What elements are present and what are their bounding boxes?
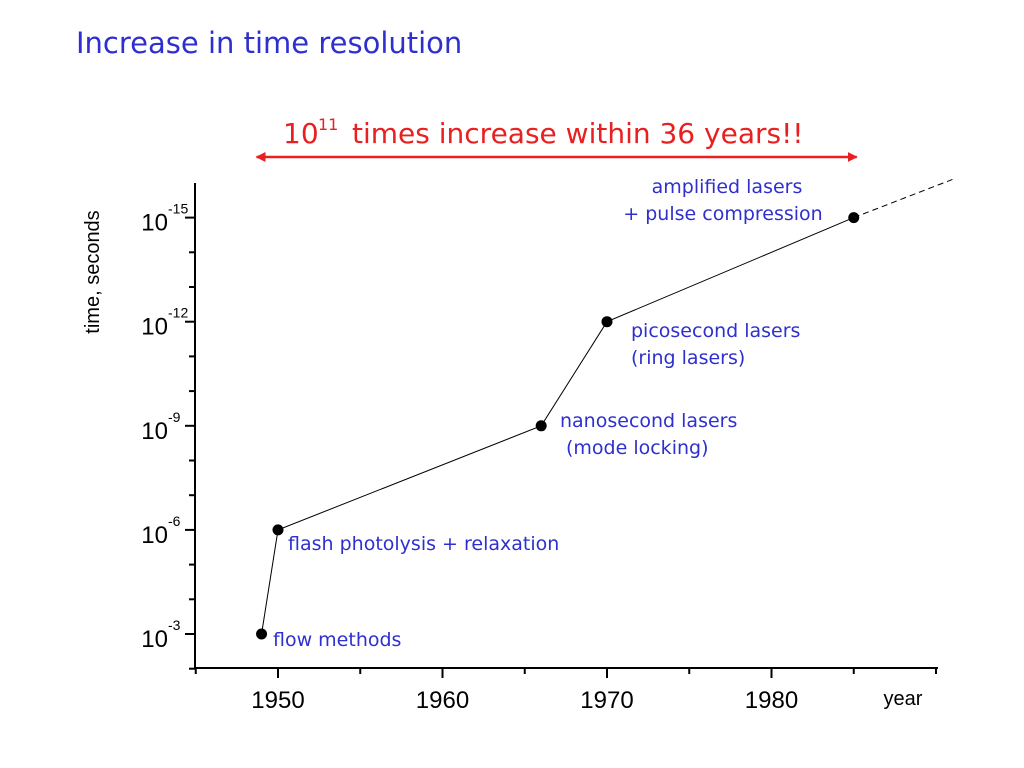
- annotation-text: picosecond lasers: [631, 320, 800, 342]
- annotation-text: amplified lasers: [652, 176, 803, 198]
- data-point: [848, 212, 860, 224]
- y-tick-label: 10-12: [141, 305, 188, 341]
- annotation-text: nanosecond lasers: [560, 410, 737, 432]
- series-line: [261, 217, 854, 635]
- y-tick-exponent: -9: [168, 409, 181, 425]
- headline-exponent: 11: [318, 115, 338, 134]
- data-point: [272, 524, 284, 536]
- x-tick-label: 1960: [416, 687, 469, 714]
- point-annotation: amplified lasers + pulse compression: [623, 176, 822, 225]
- point-annotation: nanosecond lasers (mode locking): [560, 410, 737, 459]
- annotation-text: flash photolysis + relaxation: [288, 533, 559, 555]
- y-tick-base: 10: [141, 210, 168, 237]
- y-tick-label: 10-9: [141, 409, 180, 445]
- extrapolation-line: [853, 178, 953, 219]
- x-tick-label: 1950: [251, 687, 304, 714]
- y-tick-label: 10-6: [141, 513, 180, 549]
- annotation-text: flow methods: [273, 629, 401, 651]
- y-tick-exponent: -15: [168, 201, 188, 217]
- y-tick-label: 10-3: [141, 617, 180, 653]
- headline-layer: 10 11 times increase within 36 years!!: [255, 115, 858, 162]
- data-point: [601, 316, 613, 328]
- point-annotation: picosecond lasers (ring lasers): [631, 320, 800, 369]
- annotation-text: + pulse compression: [623, 203, 822, 225]
- page-title: Increase in time resolution: [76, 26, 463, 60]
- y-tick-label: 10-15: [141, 201, 188, 237]
- y-tick-base: 10: [141, 522, 168, 549]
- series-layer: [256, 178, 953, 640]
- y-tick-exponent: -6: [168, 513, 181, 529]
- headline: 10 11 times increase within 36 years!!: [255, 115, 858, 162]
- x-axis-label: year: [884, 688, 923, 710]
- y-tick-exponent: -12: [168, 305, 188, 321]
- annotation-layer: flow methods flash photolysis + relaxatio…: [273, 176, 823, 651]
- y-tick-exponent: -3: [168, 617, 181, 633]
- data-point: [256, 628, 268, 640]
- y-tick-base: 10: [141, 314, 168, 341]
- annotation-text: (ring lasers): [631, 347, 745, 369]
- data-point: [535, 420, 547, 432]
- annotation-text: (mode locking): [566, 437, 708, 459]
- y-tick-base: 10: [141, 626, 168, 653]
- point-annotation: flash photolysis + relaxation: [288, 533, 559, 555]
- point-annotation: flow methods: [273, 629, 401, 651]
- headline-base: 10: [283, 117, 319, 150]
- headline-text: times increase within 36 years!!: [352, 117, 804, 150]
- x-tick-label: 1980: [745, 687, 798, 714]
- y-tick-base: 10: [141, 418, 168, 445]
- x-tick-label: 1970: [580, 687, 633, 714]
- y-axis-label: time, seconds: [82, 210, 104, 333]
